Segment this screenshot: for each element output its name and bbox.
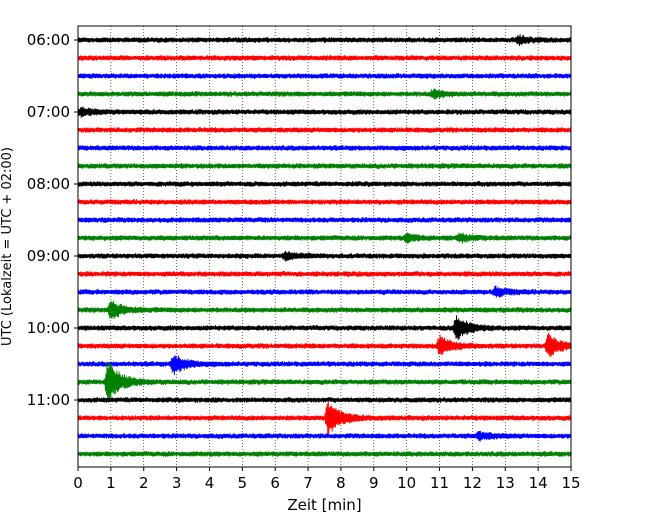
seismogram-trace-0930 [77, 285, 572, 298]
x-tick-label: 15 [561, 474, 580, 492]
seismogram-trace-1130 [77, 430, 572, 442]
x-tick-label: 8 [336, 474, 346, 492]
seismogram-trace-0830 [77, 216, 572, 224]
seismogram-trace-0700 [77, 106, 572, 118]
y-tick-label: 07:00 [27, 103, 70, 121]
seismogram-trace-1100 [77, 396, 572, 403]
x-tick-label: 5 [238, 474, 248, 492]
x-tick-label: 13 [496, 474, 515, 492]
y-tick-label: 08:00 [27, 175, 70, 193]
seismogram-trace-0615 [77, 55, 572, 62]
x-tick-label: 7 [303, 474, 313, 492]
x-axis-label: Zeit [min] [287, 496, 361, 514]
x-tick-label: 6 [270, 474, 280, 492]
seismogram-trace-1145 [77, 451, 572, 458]
y-tick-label: 09:00 [27, 247, 70, 265]
seismogram-trace-1115 [77, 400, 572, 436]
x-tick-label: 3 [172, 474, 182, 492]
x-tick-label: 10 [397, 474, 416, 492]
seismogram-trace-0745 [77, 162, 572, 169]
seismogram-trace-1000 [77, 315, 572, 341]
seismogram-trace-0645 [77, 88, 572, 100]
y-tick-label: 06:00 [27, 31, 70, 49]
x-tick-label: 14 [529, 474, 548, 492]
seismogram-trace-0715 [77, 126, 572, 133]
seismogram-trace-0845 [77, 232, 572, 244]
x-tick-label: 1 [106, 474, 116, 492]
x-tick-label: 4 [205, 474, 215, 492]
y-axis-label: UTC (Lokalzeit = UTC + 02:00) [0, 147, 15, 346]
seismogram-trace-0945 [77, 300, 572, 320]
plot-frame [77, 25, 572, 468]
seismogram-trace-0600 [77, 34, 572, 47]
y-axis-ticks: 06:00 07:00 08:00 09:00 10:00 11:00 [27, 31, 78, 409]
seismogram-trace-1030 [77, 355, 572, 376]
x-tick-label: 9 [369, 474, 379, 492]
y-tick-label: 10:00 [27, 319, 70, 337]
seismogram-trace-0800 [77, 180, 572, 187]
y-tick-label: 11:00 [27, 391, 70, 409]
seismogram-trace-0630 [77, 73, 572, 79]
x-axis-ticks: 0 1 2 3 4 5 6 7 8 9 10 11 12 13 14 15 [73, 467, 581, 492]
x-tick-label: 11 [430, 474, 449, 492]
seismogram-traces [77, 34, 572, 458]
seismogram-trace-0815 [77, 199, 572, 206]
x-tick-label: 12 [463, 474, 482, 492]
x-tick-label: 2 [139, 474, 149, 492]
seismogram-trace-0915 [77, 271, 572, 278]
seismogram-trace-0900 [77, 250, 572, 262]
seismogram-trace-0730 [77, 145, 572, 151]
seismogram-trace-1045 [77, 361, 572, 400]
x-tick-label: 0 [73, 474, 83, 492]
seismogram-trace-1015 [77, 332, 572, 358]
